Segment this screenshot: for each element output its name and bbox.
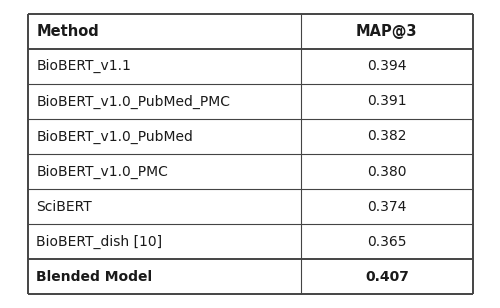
Bar bbox=[301, 224, 472, 259]
Text: Blended Model: Blended Model bbox=[36, 270, 152, 284]
Bar bbox=[301, 189, 472, 224]
Bar bbox=[28, 14, 301, 49]
Text: 0.382: 0.382 bbox=[367, 129, 406, 144]
Bar bbox=[301, 14, 472, 49]
Text: 0.380: 0.380 bbox=[367, 164, 406, 179]
Bar bbox=[28, 119, 301, 154]
Bar bbox=[301, 49, 472, 84]
Text: 0.365: 0.365 bbox=[367, 235, 406, 249]
Text: BioBERT_v1.0_PubMed_PMC: BioBERT_v1.0_PubMed_PMC bbox=[36, 94, 230, 108]
Bar bbox=[28, 84, 301, 119]
Text: 0.394: 0.394 bbox=[367, 59, 406, 73]
Text: BioBERT_v1.0_PMC: BioBERT_v1.0_PMC bbox=[36, 164, 168, 179]
Text: BioBERT_v1.0_PubMed: BioBERT_v1.0_PubMed bbox=[36, 129, 194, 144]
Text: 0.374: 0.374 bbox=[367, 200, 406, 213]
Bar bbox=[301, 259, 472, 294]
Text: 0.391: 0.391 bbox=[367, 95, 406, 108]
Bar bbox=[28, 259, 301, 294]
Text: 0.407: 0.407 bbox=[365, 270, 409, 284]
Bar bbox=[28, 154, 301, 189]
Bar bbox=[28, 189, 301, 224]
Text: MAP@3: MAP@3 bbox=[356, 24, 418, 39]
Text: BioBERT_dish [10]: BioBERT_dish [10] bbox=[36, 234, 162, 249]
Bar bbox=[28, 224, 301, 259]
Bar bbox=[28, 49, 301, 84]
Bar bbox=[301, 154, 472, 189]
Text: Method: Method bbox=[36, 24, 99, 39]
Text: BioBERT_v1.1: BioBERT_v1.1 bbox=[36, 59, 132, 74]
Bar bbox=[301, 84, 472, 119]
Bar bbox=[301, 119, 472, 154]
Text: SciBERT: SciBERT bbox=[36, 200, 92, 213]
